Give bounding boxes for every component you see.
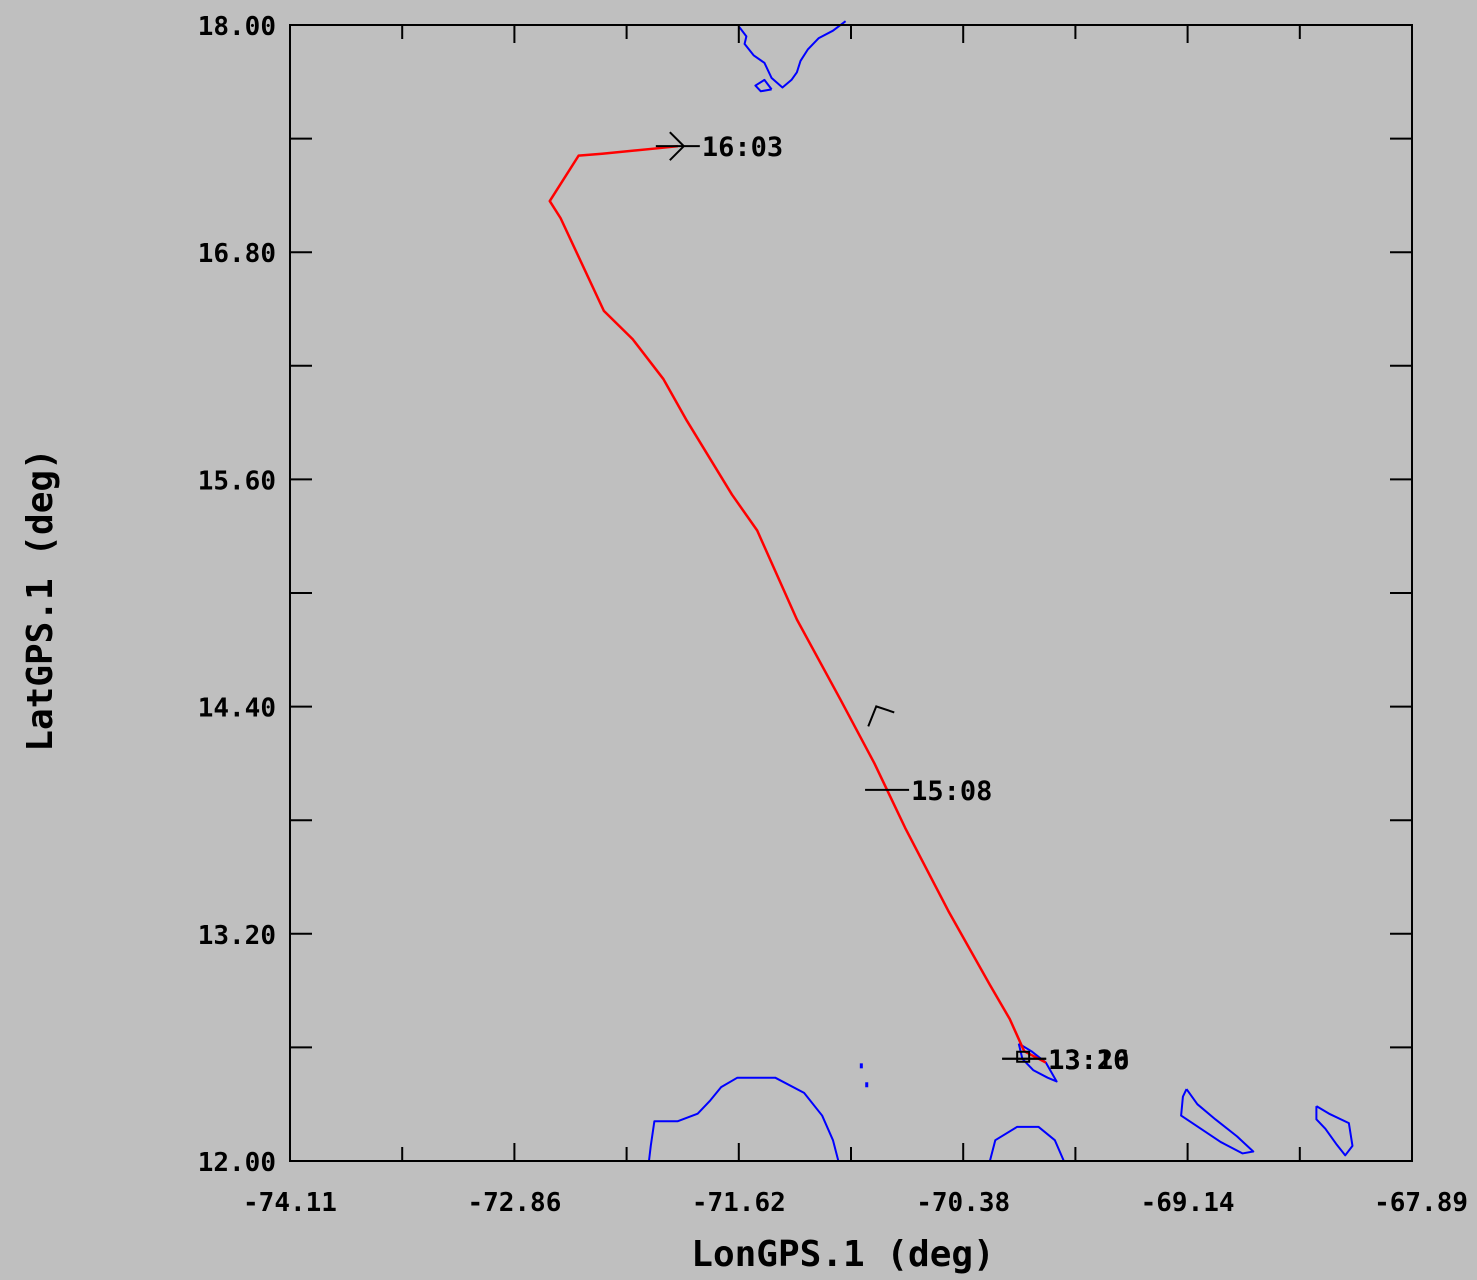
x-tick-label: -70.38 (916, 1188, 1010, 1218)
y-tick-label: 16.80 (198, 239, 276, 269)
y-tick-label: 14.40 (198, 694, 276, 724)
coastline-3 (988, 1125, 1065, 1162)
coastline-6 (1315, 1105, 1354, 1157)
start-marker (1016, 1050, 1031, 1063)
x-tick-label: -72.86 (467, 1188, 561, 1218)
time-label-1: 15:08 (911, 776, 992, 807)
x-tick-label: -74.11 (243, 1188, 337, 1218)
x-tick-label: -71.62 (692, 1188, 786, 1218)
time-label-3: 13:16 (1048, 1045, 1129, 1076)
y-tick-label: 18.00 (198, 12, 276, 42)
time-label-2: 13:20 (1048, 1045, 1129, 1076)
heading-arrow-mid (867, 705, 895, 727)
time-marker-3: 13:16 (1002, 1045, 1129, 1076)
x-axis-title: LonGPS.1 (deg) (691, 1234, 994, 1275)
coastline-5 (1180, 1088, 1255, 1155)
y-axis-title: LatGPS.1 (deg) (20, 448, 61, 751)
time-marker-0: 16:03 (655, 132, 783, 163)
flight-track-line-0 (548, 144, 1047, 1064)
tick-layer: -74.11 -72.86 -71.62 -70.38 -69.14 -67.89 12.0… (198, 12, 1468, 1218)
coastline-layer (647, 20, 1354, 1162)
track-layer (548, 144, 1047, 1064)
islet-1 (865, 1082, 869, 1088)
heading-arrow-end (669, 131, 686, 161)
y-tick-label: 15.60 (198, 466, 276, 496)
coastline-2 (647, 1076, 840, 1162)
islet-0 (859, 1063, 863, 1069)
time-label-0: 16:03 (702, 132, 783, 163)
coastline-4 (1017, 1042, 1058, 1083)
coastline-0 (738, 20, 847, 89)
y-tick-label: 13.20 (198, 921, 276, 951)
x-tick-label: -67.89 (1374, 1188, 1468, 1218)
time-marker-1: 15:08 (865, 776, 992, 807)
x-tick-label: -69.14 (1141, 1188, 1235, 1218)
y-tick-label: 12.00 (198, 1148, 276, 1178)
coastline-1 (754, 78, 773, 93)
